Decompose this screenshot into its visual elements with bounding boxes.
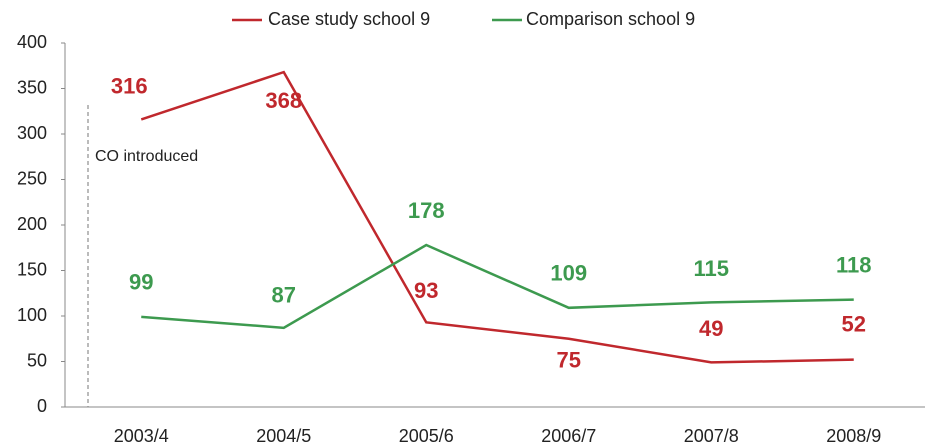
y-tick-label: 0 bbox=[37, 396, 47, 416]
legend-label: Case study school 9 bbox=[268, 9, 430, 29]
y-tick-label: 400 bbox=[17, 32, 47, 52]
value-label: 87 bbox=[272, 283, 296, 308]
y-tick-label: 50 bbox=[27, 350, 47, 370]
value-label: 178 bbox=[408, 198, 445, 223]
value-label: 52 bbox=[842, 311, 866, 336]
y-tick-label: 350 bbox=[17, 77, 47, 97]
value-label: 93 bbox=[414, 278, 438, 303]
x-tick-label: 2006/7 bbox=[541, 426, 596, 446]
value-label: 316 bbox=[111, 73, 148, 98]
series-line bbox=[141, 243, 854, 330]
x-tick-label: 2007/8 bbox=[684, 426, 739, 446]
y-tick-label: 300 bbox=[17, 123, 47, 143]
y-tick-label: 150 bbox=[17, 259, 47, 279]
y-tick-label: 200 bbox=[17, 214, 47, 234]
series-line bbox=[140, 70, 854, 364]
value-label: 49 bbox=[699, 316, 723, 341]
y-tick-label: 100 bbox=[17, 305, 47, 325]
x-tick-label: 2003/4 bbox=[114, 426, 169, 446]
value-label: 75 bbox=[557, 348, 581, 373]
x-tick-label: 2004/5 bbox=[256, 426, 311, 446]
value-label: 118 bbox=[836, 252, 872, 277]
value-label: 368 bbox=[265, 88, 302, 113]
value-label: 99 bbox=[129, 270, 153, 295]
value-label: 115 bbox=[694, 256, 730, 281]
annotation: CO introduced bbox=[95, 148, 198, 165]
x-tick-label: 2008/9 bbox=[826, 426, 881, 446]
y-tick-label: 250 bbox=[17, 168, 47, 188]
legend-label: Comparison school 9 bbox=[526, 9, 695, 29]
x-tick-label: 2005/6 bbox=[399, 426, 454, 446]
value-label: 109 bbox=[550, 261, 587, 286]
